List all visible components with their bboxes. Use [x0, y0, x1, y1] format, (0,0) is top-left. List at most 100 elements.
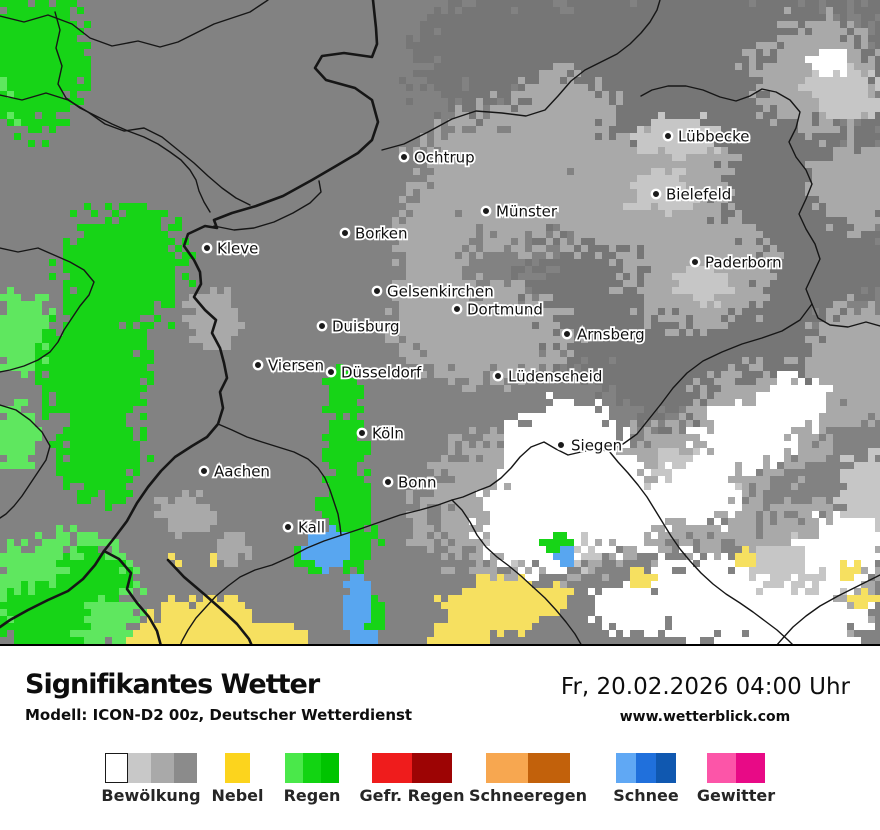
district-border-line [776, 574, 880, 644]
city-marker: Kall [282, 517, 327, 538]
district-border-line [0, 404, 51, 519]
legend-label: Regen [283, 786, 341, 805]
legend-color-cell [636, 753, 656, 783]
city-dot-icon [662, 130, 674, 142]
legend-color-cell [174, 753, 197, 783]
legend-color-cell [105, 753, 128, 783]
city-marker: Köln [356, 423, 406, 444]
district-border-line [640, 85, 880, 328]
city-marker: Bielefeld [650, 184, 733, 205]
legend-swatch-group [707, 753, 765, 783]
city-label: Ochtrup [414, 149, 475, 167]
city-dot-icon [252, 359, 264, 371]
legend-label: Bewölkung [101, 786, 201, 805]
model-info: Modell: ICON-D2 00z, Deutscher Wetterdie… [25, 706, 413, 724]
national-border-line [0, 0, 380, 629]
city-label: Gelsenkirchen [387, 283, 494, 301]
city-label: Arnsberg [577, 326, 645, 344]
city-marker: Borken [339, 223, 409, 244]
city-marker: Arnsberg [561, 324, 646, 345]
city-dot-icon [451, 303, 463, 315]
district-border-line [180, 499, 453, 644]
city-dot-icon [492, 370, 504, 382]
legend-color-cell [303, 753, 321, 783]
legend-label: Nebel [211, 786, 264, 805]
website-url: www.wetterblick.com [619, 709, 791, 725]
legend-color-cell [486, 753, 528, 783]
city-label: Lübbecke [678, 128, 750, 146]
national-border-line [102, 549, 162, 644]
legend-color-cell [151, 753, 174, 783]
city-marker: Düsseldorf [325, 362, 424, 383]
city-label: Duisburg [332, 318, 400, 336]
legend-swatch-group [285, 753, 339, 783]
national-border-line [166, 558, 253, 644]
city-dot-icon [282, 521, 294, 533]
legend-swatch-group [372, 753, 452, 783]
legend-color-cell [736, 753, 765, 783]
legend-color-cell [225, 753, 250, 783]
district-border-line [381, 0, 661, 151]
legend-label: Gefr. Regen [359, 786, 465, 805]
legend-label: Gewitter [696, 786, 776, 805]
legend-color-cell [616, 753, 636, 783]
city-label: Kleve [217, 240, 258, 258]
weather-map: Ochtrup Lübbecke Münster Bielefeld Borken Kle… [0, 0, 880, 646]
city-label: Bielefeld [666, 186, 731, 204]
city-dot-icon [555, 439, 567, 451]
city-marker: Dortmund [451, 299, 545, 320]
city-dot-icon [480, 205, 492, 217]
city-marker: Paderborn [689, 252, 783, 273]
city-label: Düsseldorf [341, 364, 422, 382]
weather-raster-canvas [0, 0, 880, 644]
district-border-line [217, 423, 342, 536]
map-overlay: Ochtrup Lübbecke Münster Bielefeld Borken Kle… [0, 0, 880, 644]
city-marker: Bonn [382, 472, 438, 493]
legend-color-cell [285, 753, 303, 783]
legend-color-cell [656, 753, 676, 783]
city-label: Münster [496, 203, 558, 221]
city-marker: Lübbecke [662, 126, 751, 147]
legend-color-cell [372, 753, 412, 783]
district-border-line [0, 92, 251, 206]
city-marker: Münster [480, 201, 560, 222]
city-marker: Ochtrup [398, 147, 476, 168]
city-dot-icon [398, 151, 410, 163]
city-label: Borken [355, 225, 408, 243]
city-dot-icon [201, 242, 213, 254]
legend-swatch-group [225, 753, 250, 783]
legend-color-cell [707, 753, 736, 783]
city-label: Dortmund [467, 301, 543, 319]
legend-swatch-group [486, 753, 570, 783]
district-border-line [451, 499, 582, 644]
city-label: Bonn [398, 474, 436, 492]
city-marker: Kleve [201, 238, 260, 259]
city-marker: Siegen [555, 435, 624, 456]
city-label: Viersen [268, 357, 324, 375]
city-label: Köln [372, 425, 404, 443]
legend-color-cell [321, 753, 339, 783]
legend-color-cell [412, 753, 452, 783]
legend-color-cell [128, 753, 151, 783]
city-dot-icon [325, 366, 337, 378]
district-border-line [0, 0, 269, 48]
city-label: Aachen [214, 463, 270, 481]
city-dot-icon [371, 285, 383, 297]
city-dot-icon [339, 227, 351, 239]
city-marker: Lüdenscheid [492, 366, 604, 387]
city-dot-icon [356, 427, 368, 439]
city-dot-icon [650, 188, 662, 200]
city-label: Lüdenscheid [508, 368, 602, 386]
city-marker: Aachen [198, 461, 272, 482]
legend-label: Schneeregen [469, 786, 587, 805]
city-label: Siegen [571, 437, 622, 455]
city-marker: Viersen [252, 355, 326, 376]
city-dot-icon [561, 328, 573, 340]
border-lines [0, 0, 880, 644]
forecast-datetime: Fr, 20.02.2026 04:00 Uhr [560, 674, 850, 700]
page-title: Signifikantes Wetter [25, 669, 320, 700]
city-dot-icon [689, 256, 701, 268]
legend-label: Schnee [613, 786, 679, 805]
city-label: Kall [298, 519, 325, 537]
